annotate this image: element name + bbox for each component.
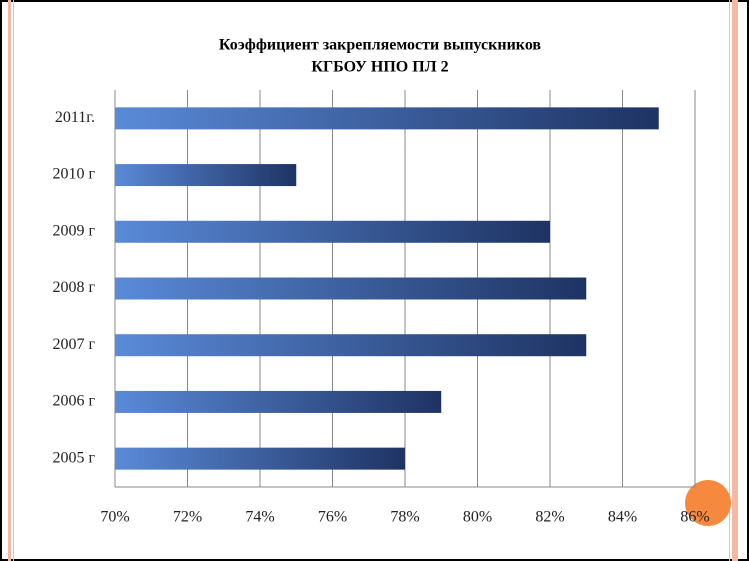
chart-title: Коэффициент закрепляемости выпускников: [219, 37, 541, 54]
bar: [115, 447, 405, 470]
y-tick-label: 2005 г: [52, 449, 95, 466]
decor-circle: [685, 480, 731, 526]
bar: [115, 390, 442, 413]
y-tick-label: 2011г.: [55, 109, 95, 126]
x-tick-label: 86%: [680, 509, 709, 526]
left-border-thin: [13, 0, 14, 561]
x-tick-label: 80%: [463, 509, 492, 526]
x-tick-label: 78%: [390, 509, 419, 526]
bar: [115, 107, 659, 130]
right-border: [732, 0, 738, 561]
x-tick-label: 74%: [245, 509, 274, 526]
y-tick-label: 2009 г: [52, 222, 95, 239]
bar: [115, 334, 587, 357]
y-tick-label: 2010 г: [52, 166, 95, 183]
x-tick-label: 70%: [100, 509, 129, 526]
y-tick-label: 2008 г: [52, 279, 95, 296]
y-tick-label: 2006 г: [52, 393, 95, 410]
right-border-thin: [729, 0, 730, 561]
bar: [115, 164, 297, 187]
x-tick-label: 84%: [608, 509, 637, 526]
y-tick-label: 2007 г: [52, 336, 95, 353]
x-tick-label: 72%: [173, 509, 202, 526]
bar: [115, 220, 550, 243]
x-tick-label: 76%: [318, 509, 347, 526]
x-tick-label: 82%: [535, 509, 564, 526]
chart-title: КГБОУ НПО ПЛ 2: [311, 59, 448, 76]
left-border: [8, 0, 11, 561]
bar: [115, 277, 587, 300]
